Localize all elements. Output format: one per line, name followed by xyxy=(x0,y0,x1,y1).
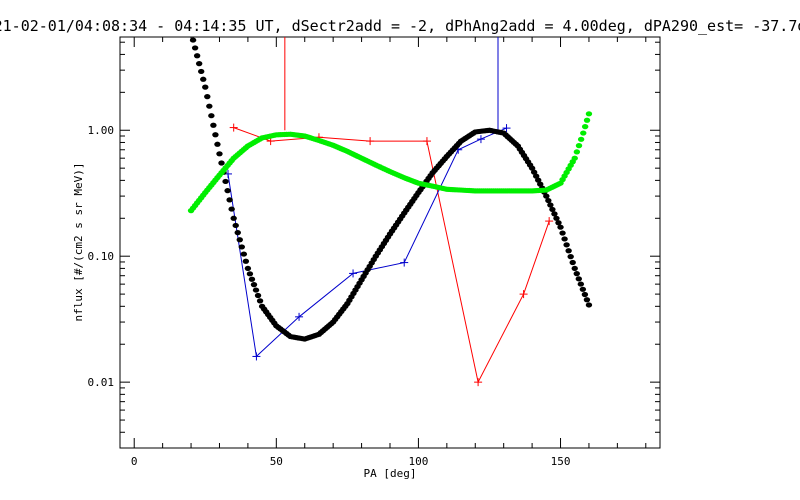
series-2-point xyxy=(224,188,231,194)
series-2-point xyxy=(218,160,225,166)
series-2-point xyxy=(238,244,246,250)
series-2-point xyxy=(212,132,219,138)
series-2-point xyxy=(577,281,585,287)
series-2-point xyxy=(579,286,587,292)
series-2-point xyxy=(191,45,199,51)
series-2-point xyxy=(549,206,556,213)
series-2-point xyxy=(585,302,593,308)
series-2-point xyxy=(256,298,264,304)
series-2-point xyxy=(234,230,241,236)
series-2-point xyxy=(204,94,211,100)
y-tick-label: 0.01 xyxy=(88,376,115,389)
series-2-point xyxy=(230,215,237,221)
chart-marks xyxy=(187,37,593,387)
series-1-marker xyxy=(502,124,511,133)
x-tick-label: 100 xyxy=(408,455,428,468)
x-axis-label: PA [deg] xyxy=(364,467,417,480)
series-0-marker xyxy=(229,123,238,132)
series-2-point xyxy=(567,254,574,260)
series-2-point xyxy=(561,236,568,242)
series-2-point xyxy=(563,242,570,248)
series-1-marker xyxy=(252,352,261,361)
series-2-point xyxy=(575,276,582,282)
series-2-point xyxy=(543,193,550,199)
series-2-point xyxy=(214,141,221,147)
series-2-point xyxy=(228,206,235,212)
series-0-marker xyxy=(519,290,528,299)
series-2-point xyxy=(244,265,252,272)
y-axis-label: nflux [#/(cm2 s sr MeV)] xyxy=(72,163,85,322)
series-2-point xyxy=(198,68,205,75)
series-0-marker xyxy=(545,217,554,226)
series-2-point xyxy=(537,181,544,187)
series-3-point xyxy=(577,136,585,142)
series-3-point xyxy=(581,124,589,130)
series-2-point xyxy=(232,222,239,229)
series-2-point xyxy=(571,265,578,272)
series-2-point xyxy=(189,37,197,43)
series-3-point xyxy=(571,155,578,161)
series-2-point xyxy=(534,177,542,183)
series-2-point xyxy=(193,53,201,59)
series-2-point xyxy=(236,237,243,243)
series-2-point xyxy=(532,173,540,179)
series-2-point xyxy=(250,282,258,288)
x-tick-label: 150 xyxy=(551,455,571,468)
series-3-point xyxy=(575,143,583,149)
series-2-point xyxy=(555,220,562,226)
axes: 0 50 100 150 0.01 0.10 1.00 xyxy=(88,37,660,468)
series-2-point xyxy=(195,61,203,67)
series-2-point xyxy=(242,258,250,264)
series-2-point xyxy=(528,165,536,171)
series-2-point xyxy=(530,169,538,175)
series-2-point xyxy=(222,178,229,185)
series-2-point xyxy=(553,215,560,221)
series-2-point xyxy=(210,122,217,128)
series-3-point xyxy=(573,149,581,155)
series-3-point xyxy=(580,130,587,136)
chart-title: 2021-02-01/04:08:34 - 04:14:35 UT, dSect… xyxy=(0,17,800,35)
series-2-point xyxy=(246,271,254,277)
series-2-point xyxy=(202,84,209,90)
series-2-point xyxy=(569,259,576,266)
series-0-line xyxy=(233,127,550,384)
series-2-point xyxy=(545,197,552,204)
y-tick-label: 0.10 xyxy=(88,250,115,263)
series-2-point xyxy=(254,292,262,299)
series-0-marker xyxy=(366,137,375,146)
series-1-line xyxy=(227,127,507,358)
series-2-point xyxy=(206,103,213,109)
series-2-point xyxy=(583,297,591,303)
series-1-marker xyxy=(400,258,409,267)
x-tick-label: 50 xyxy=(270,455,283,468)
series-2-point xyxy=(208,113,215,119)
series-2-point xyxy=(240,251,248,257)
series-2-point xyxy=(573,271,580,277)
series-2-point xyxy=(200,76,207,82)
series-0-marker xyxy=(474,378,483,387)
series-2-point xyxy=(216,151,223,157)
plot-frame xyxy=(119,36,661,449)
series-2-point xyxy=(226,197,233,203)
series-2-point xyxy=(581,291,589,298)
x-tick-label: 0 xyxy=(131,455,138,468)
series-1-marker xyxy=(476,135,485,144)
series-2-point xyxy=(252,287,260,293)
series-2-point xyxy=(248,276,256,282)
series-2-point xyxy=(547,202,554,208)
series-2-point xyxy=(557,224,564,230)
series-2-point xyxy=(551,211,558,217)
series-3-point xyxy=(585,111,593,117)
series-0-marker xyxy=(422,137,431,146)
series-2-point xyxy=(559,230,566,236)
series-1-marker xyxy=(295,312,304,321)
series-1-marker xyxy=(349,269,358,278)
series-2-point xyxy=(565,248,572,254)
y-tick-label: 1.00 xyxy=(88,124,115,137)
series-3-point xyxy=(583,117,591,123)
